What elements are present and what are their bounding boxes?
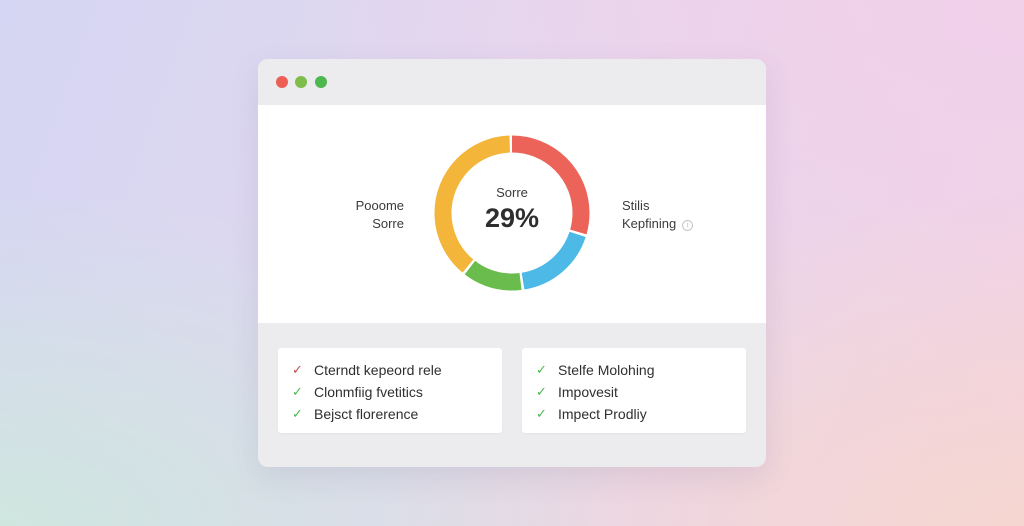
donut-segment-1 bbox=[434, 135, 590, 291]
checklist-left-item: ✓ Clonmfiig fvetitics bbox=[292, 381, 502, 403]
check-icon: ✓ bbox=[292, 406, 303, 421]
right-caption-line2-wrap: Kepfining i bbox=[622, 215, 732, 233]
donut-segment-4 bbox=[434, 135, 590, 291]
checklist-left-item-label: Bejsct florerence bbox=[314, 406, 419, 422]
checklist-right-item-label: Stelfe Molohing bbox=[558, 362, 655, 378]
app-window: Pooome Sorre Sorre 29% Stilis Kepfining i… bbox=[258, 59, 766, 467]
left-caption-line1: Pooome bbox=[355, 198, 404, 213]
checklist-left-item-label: Clonmfiig fvetitics bbox=[314, 384, 423, 400]
maximize-window-button[interactable] bbox=[315, 76, 327, 88]
checklist-right-item: ✓ Impovesit bbox=[536, 381, 746, 403]
close-window-button[interactable] bbox=[276, 76, 288, 88]
left-caption-line2: Sorre bbox=[372, 216, 404, 231]
checklist-right-item-label: Impect Prodliy bbox=[558, 406, 647, 422]
check-icon: ✓ bbox=[536, 384, 547, 399]
score-donut-chart bbox=[434, 135, 590, 291]
score-panel: Pooome Sorre Sorre 29% Stilis Kepfining i bbox=[258, 105, 766, 323]
minimize-window-button[interactable] bbox=[295, 76, 307, 88]
right-caption-line1: Stilis bbox=[622, 198, 650, 213]
checklist-left-item: ✓ Cterndt kepeord rele bbox=[292, 359, 502, 381]
donut-label: Sorre bbox=[496, 185, 528, 200]
info-icon[interactable]: i bbox=[682, 220, 694, 231]
checklist-right-item-label: Impovesit bbox=[558, 384, 618, 400]
check-icon: ✓ bbox=[536, 362, 547, 377]
check-icon: ✓ bbox=[292, 362, 303, 377]
check-icon: ✓ bbox=[292, 384, 303, 399]
checklist-right-item: ✓ Stelfe Molohing bbox=[536, 359, 746, 381]
checklist-left-item-label: Cterndt kepeord rele bbox=[314, 362, 442, 378]
check-icon: ✓ bbox=[536, 406, 547, 421]
title-bar bbox=[258, 59, 766, 105]
right-caption-line2: Kepfining bbox=[622, 216, 677, 231]
right-caption: Stilis Kepfining i bbox=[622, 197, 732, 233]
checklist-left-item: ✓ Bejsct florerence bbox=[292, 403, 502, 425]
checklist-card-right: ✓ Stelfe Molohing ✓ Impovesit ✓ Impect Prodli… bbox=[522, 348, 746, 433]
donut-segment-3 bbox=[434, 135, 590, 291]
donut-value: 29% bbox=[484, 203, 540, 233]
checklist-right-item: ✓ Impect Prodliy bbox=[536, 403, 746, 425]
checklist-card-left: ✓ Cterndt kepeord rele ✓ Clonmfiig fvetitic… bbox=[278, 348, 502, 433]
checklist-right: ✓ Stelfe Molohing ✓ Impovesit ✓ Impect Prodli… bbox=[522, 348, 746, 425]
left-caption: Pooome Sorre bbox=[318, 197, 404, 233]
checklist-left: ✓ Cterndt kepeord rele ✓ Clonmfiig fvetitic… bbox=[278, 348, 502, 425]
